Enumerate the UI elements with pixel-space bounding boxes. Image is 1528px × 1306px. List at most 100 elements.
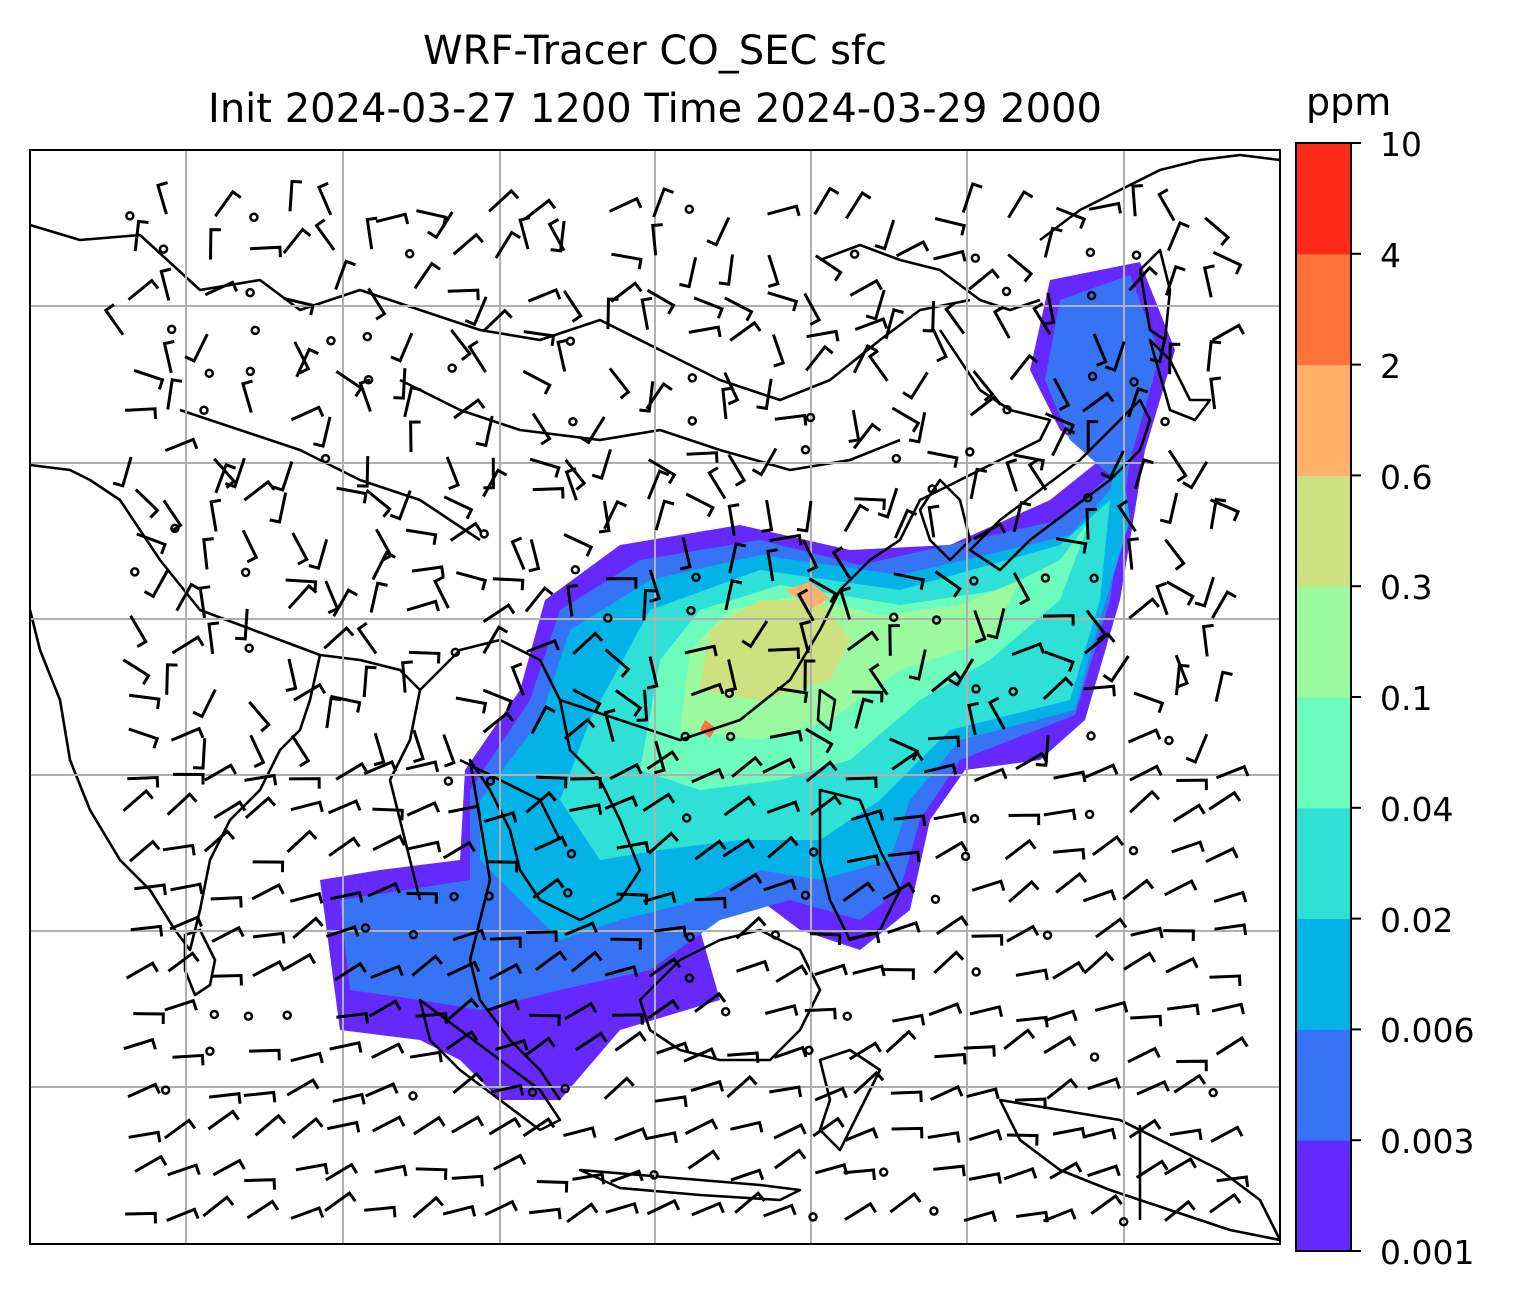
calm-wind-marker bbox=[685, 932, 695, 942]
calm-wind-marker bbox=[681, 813, 692, 823]
colorbar-tick-label: 0.04 bbox=[1380, 790, 1454, 829]
wind-barb bbox=[891, 750, 924, 771]
coastline-java bbox=[578, 1168, 802, 1202]
wind-barb bbox=[563, 1126, 597, 1138]
wind-barb bbox=[532, 487, 565, 499]
calm-wind-marker bbox=[929, 1206, 939, 1216]
wind-barb bbox=[452, 232, 484, 256]
wind-barb bbox=[867, 349, 889, 382]
wind-barb bbox=[1131, 184, 1143, 217]
wind-barb bbox=[411, 565, 445, 578]
wind-barb bbox=[892, 1013, 926, 1026]
wind-barb bbox=[969, 1005, 1004, 1018]
wind-barb bbox=[370, 964, 404, 979]
calm-wind-marker bbox=[691, 572, 701, 583]
coastline-srilanka bbox=[183, 928, 217, 997]
wind-barb bbox=[214, 189, 242, 218]
wind-barb bbox=[332, 588, 358, 618]
wind-barb bbox=[523, 1036, 556, 1058]
wind-barb bbox=[813, 186, 840, 216]
wind-barb bbox=[1209, 497, 1227, 530]
calm-wind-marker bbox=[326, 336, 336, 346]
wind-barb bbox=[367, 881, 401, 898]
colorbar-tick-label: 4 bbox=[1380, 236, 1401, 275]
map-title-line2: Init 2024-03-27 1200 Time 2024-03-29 200… bbox=[208, 86, 1102, 132]
wind-barb bbox=[207, 1109, 240, 1131]
wind-barb bbox=[523, 330, 556, 347]
calm-wind-marker bbox=[362, 331, 373, 342]
wind-barb bbox=[570, 950, 603, 973]
wind-barb bbox=[529, 1013, 561, 1026]
wind-barb bbox=[324, 580, 340, 614]
wind-barb bbox=[335, 370, 364, 398]
wind-barb bbox=[591, 448, 612, 480]
wind-barb bbox=[1205, 846, 1239, 864]
wind-barb bbox=[165, 663, 178, 695]
wind-barb bbox=[282, 952, 317, 972]
wind-barb bbox=[447, 288, 480, 301]
wind-barb bbox=[604, 648, 631, 678]
wind-barb bbox=[211, 925, 245, 943]
wind-barb bbox=[1129, 789, 1161, 814]
wind-barb bbox=[372, 807, 404, 821]
wind-barb bbox=[564, 1001, 598, 1021]
wind-barb bbox=[651, 223, 663, 256]
wind-barb bbox=[1214, 670, 1233, 702]
wind-barb bbox=[412, 1195, 444, 1219]
wind-barb bbox=[1127, 728, 1162, 744]
calm-wind-marker bbox=[560, 1083, 570, 1094]
wind-barb bbox=[1215, 764, 1250, 780]
wind-barb bbox=[415, 1012, 448, 1024]
wind-barb bbox=[401, 660, 413, 693]
wind-barb bbox=[1167, 449, 1188, 483]
wind-barb bbox=[923, 762, 958, 775]
wind-barb bbox=[203, 763, 238, 782]
wind-barb bbox=[1083, 684, 1116, 697]
wind-barb bbox=[413, 261, 441, 290]
colorbar-segment bbox=[1296, 918, 1351, 1030]
wind-barb bbox=[610, 281, 643, 303]
calm-wind-marker bbox=[404, 249, 415, 259]
wind-barb bbox=[963, 1045, 996, 1057]
coastline-bay-of-bengal-east bbox=[319, 653, 422, 901]
wind-barb bbox=[133, 1012, 165, 1025]
plume-level-7 bbox=[785, 582, 830, 608]
wind-barb bbox=[1035, 735, 1050, 767]
wind-barb bbox=[445, 1029, 479, 1051]
colorbar-unit-label: ppm bbox=[1306, 80, 1392, 124]
wind-barb bbox=[464, 296, 488, 327]
wind-barb bbox=[164, 437, 199, 452]
wind-barb bbox=[416, 209, 448, 228]
wind-barb bbox=[679, 537, 692, 571]
wind-barb bbox=[992, 305, 1011, 339]
calm-wind-marker bbox=[245, 366, 256, 377]
wind-barb bbox=[729, 872, 763, 892]
wind-barb bbox=[654, 499, 675, 531]
wind-barb bbox=[1087, 1077, 1121, 1091]
wind-barb bbox=[969, 394, 1002, 417]
border-thailand-malaysia bbox=[459, 758, 562, 841]
calm-wind-marker bbox=[199, 405, 209, 416]
wind-barb bbox=[325, 696, 342, 729]
colorbar-segment bbox=[1296, 364, 1351, 476]
wind-barb bbox=[686, 451, 719, 463]
wind-barb bbox=[488, 188, 520, 213]
wind-barb bbox=[252, 931, 286, 944]
calm-wind-marker bbox=[250, 325, 260, 336]
wind-barb bbox=[888, 624, 900, 656]
wind-barb bbox=[877, 487, 899, 519]
calm-wind-marker bbox=[243, 1011, 254, 1021]
wind-barb bbox=[525, 790, 557, 814]
wind-barb bbox=[735, 915, 767, 940]
wind-barb bbox=[679, 256, 698, 289]
calm-wind-marker bbox=[1089, 573, 1099, 584]
wind-barb bbox=[801, 539, 819, 573]
wind-barb bbox=[948, 658, 975, 687]
wind-barb bbox=[248, 700, 271, 733]
wind-barb bbox=[766, 548, 778, 582]
wind-barb bbox=[868, 662, 889, 696]
calm-wind-marker bbox=[878, 1167, 889, 1177]
calm-wind-marker bbox=[805, 412, 816, 423]
calm-wind-marker bbox=[408, 929, 419, 940]
wind-barb bbox=[814, 254, 843, 282]
